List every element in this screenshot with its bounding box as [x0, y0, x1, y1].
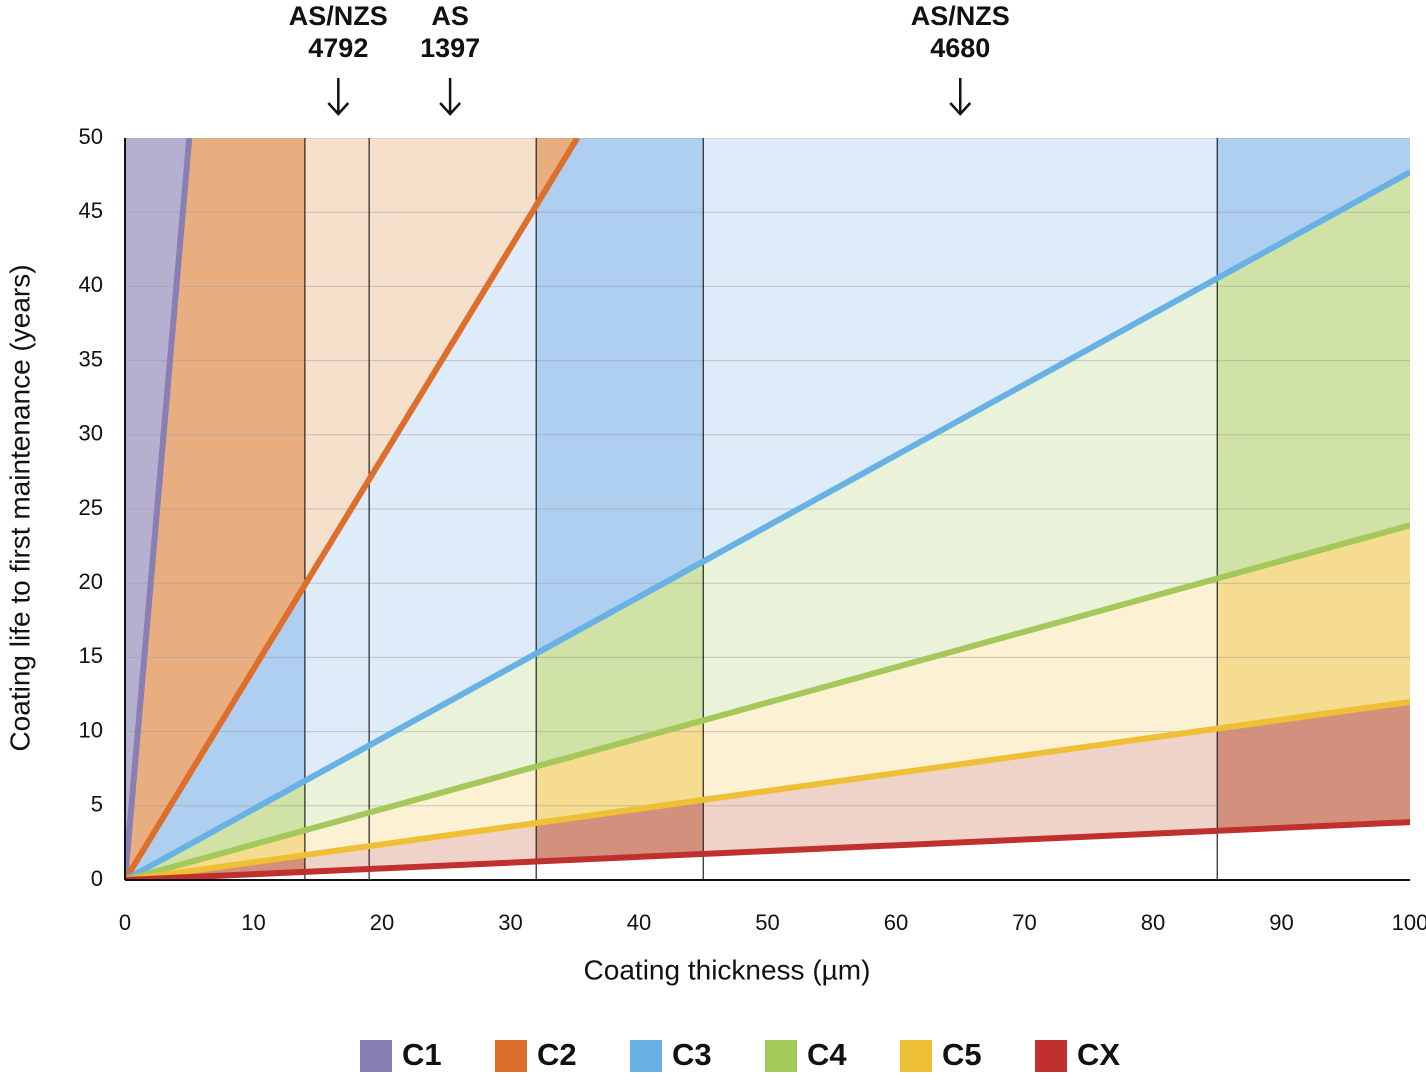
series-line — [125, 138, 193, 880]
region-band-fill — [536, 720, 704, 824]
annotation-text: 1397 — [420, 33, 480, 63]
x-tick-label: 30 — [498, 910, 522, 935]
legend-swatch — [765, 1040, 797, 1072]
region-fill — [125, 138, 1410, 880]
region-band-fill — [125, 138, 305, 880]
x-tick-label: 60 — [884, 910, 908, 935]
series-line — [125, 698, 1410, 880]
series-line — [125, 138, 580, 880]
annotation-arrow — [949, 78, 972, 116]
region-band-fill — [536, 138, 704, 206]
legend-label: C3 — [672, 1037, 712, 1072]
plot-area — [125, 138, 1410, 880]
legend-swatch — [1035, 1040, 1067, 1072]
annotation-text: AS/NZS — [911, 1, 1010, 31]
annotation-text: 4792 — [308, 33, 368, 63]
region-band-fill — [1217, 525, 1410, 729]
legend-label: C5 — [942, 1037, 982, 1072]
region-band-fill — [1217, 138, 1410, 279]
x-tick-label: 0 — [119, 910, 131, 935]
legend-label: C2 — [537, 1037, 577, 1072]
x-tick-label: 100 — [1392, 910, 1426, 935]
y-tick-label: 15 — [79, 643, 103, 668]
x-tick-label: 10 — [241, 910, 265, 935]
y-tick-label: 40 — [79, 272, 103, 297]
annotation-text: AS/NZS — [289, 1, 388, 31]
annotation-arrow — [439, 78, 462, 116]
legend-swatch — [360, 1040, 392, 1072]
region-band-fill — [1217, 701, 1410, 831]
x-tick-label: 70 — [1012, 910, 1036, 935]
annotation-text: 4680 — [930, 33, 990, 63]
y-tick-label: 0 — [91, 866, 103, 891]
legend-label: C1 — [402, 1037, 442, 1072]
x-tick-label: 80 — [1141, 910, 1165, 935]
x-tick-label: 50 — [755, 910, 779, 935]
y-tick-label: 30 — [79, 421, 103, 446]
legend-label: C4 — [807, 1037, 847, 1072]
y-tick-label: 25 — [79, 495, 103, 520]
series-line — [125, 819, 1410, 880]
y-tick-label: 5 — [91, 792, 103, 817]
y-tick-label: 50 — [79, 124, 103, 149]
y-tick-label: 35 — [79, 346, 103, 371]
region-band-fill — [536, 799, 704, 862]
legend-swatch — [900, 1040, 932, 1072]
y-tick-label: 20 — [79, 569, 103, 594]
region-band-fill — [536, 138, 704, 654]
x-tick-label: 20 — [370, 910, 394, 935]
series-line — [125, 522, 1410, 880]
annotation-text: AS — [431, 1, 469, 31]
x-tick-label: 40 — [627, 910, 651, 935]
legend-swatch — [630, 1040, 662, 1072]
region-band-fill — [1217, 172, 1410, 579]
y-tick-label: 45 — [79, 198, 103, 223]
x-axis-label: Coating thickness (µm) — [584, 954, 871, 985]
region-band-fill — [536, 561, 704, 767]
y-tick-label: 10 — [79, 717, 103, 742]
legend-label: CX — [1077, 1037, 1120, 1072]
y-axis-label: Coating life to first maintenance (years… — [4, 264, 35, 751]
x-tick-label: 90 — [1269, 910, 1293, 935]
series-line — [125, 169, 1410, 880]
annotation-arrow — [327, 78, 350, 116]
legend-swatch — [495, 1040, 527, 1072]
